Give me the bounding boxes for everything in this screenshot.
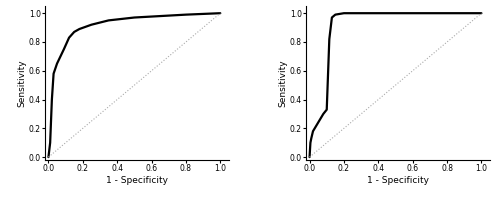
X-axis label: 1 - Specificity: 1 - Specificity <box>367 176 429 185</box>
X-axis label: 1 - Specificity: 1 - Specificity <box>106 176 168 185</box>
Y-axis label: Sensitivity: Sensitivity <box>17 59 26 107</box>
Y-axis label: Sensitivity: Sensitivity <box>278 59 287 107</box>
